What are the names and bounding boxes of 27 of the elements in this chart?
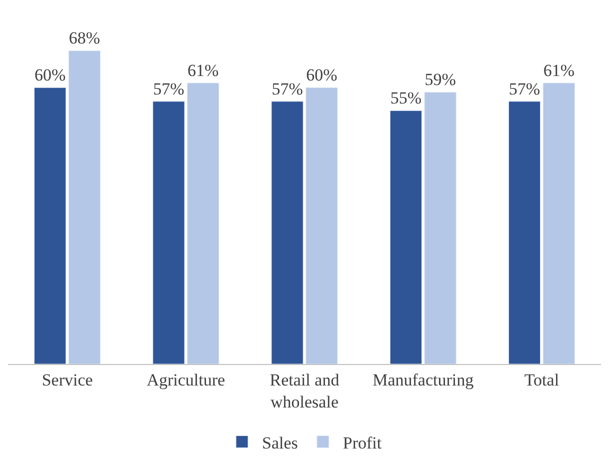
- data-label: 68%: [68, 28, 100, 48]
- x-tick-label: Agriculture: [146, 370, 226, 390]
- data-label: 57%: [272, 79, 303, 98]
- bar: [424, 92, 456, 364]
- bar: [508, 101, 541, 364]
- bar: [152, 101, 185, 364]
- data-label: 57%: [153, 79, 184, 98]
- bar: [68, 50, 101, 364]
- bar: [542, 82, 575, 364]
- bar: [34, 87, 66, 364]
- bar: [390, 110, 422, 364]
- data-label: 57%: [508, 79, 540, 98]
- data-label: 60%: [306, 66, 338, 85]
- bar: [271, 101, 304, 364]
- x-tick-label: Retail and wholesale: [270, 370, 340, 412]
- x-tick-label: Manufacturing: [372, 370, 474, 390]
- legend-label: Sales: [262, 433, 298, 452]
- legend-label: Profit: [342, 433, 382, 452]
- x-tick-label: Service: [42, 370, 93, 390]
- data-label: 55%: [390, 88, 422, 108]
- bar: [187, 82, 220, 364]
- data-label: 60%: [34, 66, 66, 85]
- data-label: 61%: [188, 60, 219, 80]
- bar: [306, 87, 338, 364]
- data-label: 59%: [424, 70, 456, 90]
- x-tick-label: Total: [524, 370, 560, 390]
- data-label: 61%: [543, 60, 574, 80]
